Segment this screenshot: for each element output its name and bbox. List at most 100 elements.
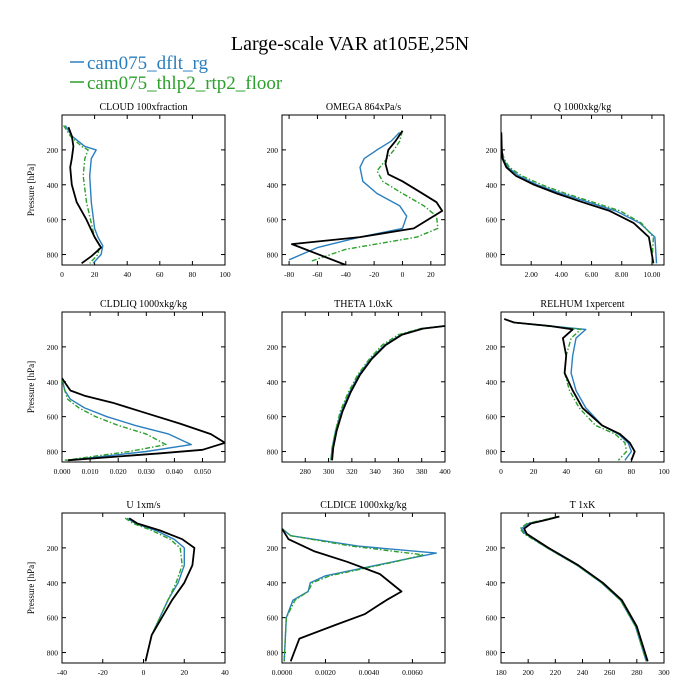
figure-title: Large-scale VAR at105E,25N bbox=[231, 33, 469, 55]
x-tick-label: 0 bbox=[499, 467, 503, 476]
panel-title: T 1xK bbox=[570, 500, 596, 511]
y-tick-label: 200 bbox=[267, 146, 279, 155]
x-tick-label: 60 bbox=[595, 467, 603, 476]
x-tick-label: 100 bbox=[658, 467, 670, 476]
x-tick-label: 0.0000 bbox=[272, 668, 293, 677]
y-tick-label: 400 bbox=[47, 579, 59, 588]
plot-frame bbox=[281, 114, 446, 266]
plot-frame bbox=[61, 311, 226, 463]
x-tick-label: -60 bbox=[312, 270, 322, 279]
series-line bbox=[501, 132, 655, 264]
x-tick-label: 100 bbox=[219, 270, 231, 279]
series-line bbox=[63, 125, 101, 264]
y-tick-label: 600 bbox=[486, 216, 498, 225]
y-tick-label: 800 bbox=[486, 448, 498, 457]
x-tick-label: 0.0040 bbox=[359, 668, 380, 677]
x-tick-label: 40 bbox=[221, 668, 229, 677]
legend-entry: cam075_dflt_rg bbox=[70, 53, 209, 74]
panel-title: THETA 1.0xK bbox=[334, 299, 393, 310]
chart-panel: Q 1000xkg/kg 2.00 4.00 6.00 8.00 10.00 200 400 6… bbox=[486, 102, 665, 279]
panel-title: RELHUM 1xpercent bbox=[540, 299, 624, 310]
y-tick-label: 800 bbox=[486, 649, 498, 658]
x-tick-label: 4.00 bbox=[555, 270, 568, 279]
y-tick-label: 400 bbox=[486, 378, 498, 387]
y-tick-label: 600 bbox=[486, 614, 498, 623]
x-tick-label: 260 bbox=[604, 668, 616, 677]
x-tick-label: -40 bbox=[341, 270, 351, 279]
x-tick-label: 6.00 bbox=[585, 270, 598, 279]
x-tick-label: 320 bbox=[346, 467, 358, 476]
chart-panel: CLDICE 1000xkg/kg 0.0000 0.0020 0.0040 0.006… bbox=[267, 500, 446, 677]
y-tick-label: 200 bbox=[267, 544, 279, 553]
panel-title: CLOUD 100xfraction bbox=[99, 102, 187, 113]
x-tick-label: 80 bbox=[189, 270, 197, 279]
x-tick-label: 0 bbox=[401, 270, 405, 279]
y-tick-label: 800 bbox=[47, 448, 59, 457]
x-tick-label: 0 bbox=[142, 668, 146, 677]
x-tick-label: -80 bbox=[284, 270, 294, 279]
x-tick-label: 60 bbox=[156, 270, 164, 279]
x-tick-label: 0 bbox=[60, 270, 64, 279]
x-tick-label: 0.040 bbox=[166, 467, 183, 476]
x-tick-label: 400 bbox=[439, 467, 451, 476]
chart-panel: U 1xm/s -40 -20 0 20 40 200 400 600 800 Pressure [… bbox=[26, 500, 229, 677]
y-tick-label: 200 bbox=[486, 343, 498, 352]
x-tick-label: 8.00 bbox=[615, 270, 628, 279]
series-line bbox=[62, 378, 192, 461]
y-tick-label: 600 bbox=[267, 614, 279, 623]
series-line bbox=[67, 126, 102, 265]
x-tick-label: -40 bbox=[57, 668, 67, 677]
y-tick-label: 600 bbox=[47, 413, 59, 422]
y-tick-label: 400 bbox=[267, 181, 279, 190]
x-tick-label: 0.050 bbox=[194, 467, 211, 476]
y-tick-label: 800 bbox=[486, 251, 498, 260]
panel-title: U 1xm/s bbox=[126, 500, 160, 511]
x-tick-label: 360 bbox=[393, 467, 405, 476]
y-tick-label: 800 bbox=[47, 251, 59, 260]
x-tick-label: 2.00 bbox=[525, 270, 538, 279]
x-tick-label: 0.0020 bbox=[315, 668, 336, 677]
y-axis-label: Pressure [hPa] bbox=[26, 562, 36, 614]
chart-panel: CLOUD 100xfraction 0 20 40 60 80 100 200 400 600 8… bbox=[26, 102, 231, 279]
x-tick-label: 0.000 bbox=[54, 467, 71, 476]
x-tick-label: 0.030 bbox=[138, 467, 155, 476]
x-tick-label: 40 bbox=[123, 270, 131, 279]
series-line bbox=[124, 517, 183, 662]
series-line bbox=[523, 515, 649, 662]
legend-entry: cam075_thlp2_rtp2_floor bbox=[70, 73, 283, 94]
series-line bbox=[128, 517, 196, 662]
x-tick-label: 20 bbox=[91, 270, 99, 279]
series-line bbox=[504, 318, 628, 461]
series-line bbox=[291, 130, 444, 265]
y-tick-label: 800 bbox=[267, 649, 279, 658]
series-line bbox=[503, 318, 636, 461]
y-tick-label: 600 bbox=[47, 216, 59, 225]
x-tick-label: 0.010 bbox=[82, 467, 99, 476]
x-tick-label: 40 bbox=[562, 467, 570, 476]
y-tick-label: 400 bbox=[47, 181, 59, 190]
x-tick-label: 200 bbox=[523, 668, 535, 677]
x-tick-label: 380 bbox=[416, 467, 428, 476]
chart-panel: CLDLIQ 1000xkg/kg 0.000 0.010 0.020 0.030 0.0… bbox=[26, 299, 226, 476]
y-tick-label: 200 bbox=[47, 146, 59, 155]
y-tick-label: 600 bbox=[267, 413, 279, 422]
series-line bbox=[282, 528, 437, 662]
series-line bbox=[62, 378, 167, 461]
panel-title: OMEGA 864xPa/s bbox=[326, 102, 401, 113]
x-tick-label: -20 bbox=[369, 270, 379, 279]
y-axis-label: Pressure [hPa] bbox=[26, 164, 36, 216]
y-tick-label: 800 bbox=[47, 649, 59, 658]
x-tick-label: 0.020 bbox=[110, 467, 127, 476]
chart-panel: OMEGA 864xPa/s -80 -60 -40 -20 0 20 200 400 600 80… bbox=[267, 102, 446, 279]
x-tick-label: 0.0060 bbox=[402, 668, 423, 677]
series-line bbox=[310, 130, 439, 263]
plot-frame bbox=[500, 311, 665, 463]
y-tick-label: 200 bbox=[47, 544, 59, 553]
y-tick-label: 400 bbox=[486, 181, 498, 190]
series-line bbox=[62, 377, 225, 462]
y-tick-label: 400 bbox=[486, 579, 498, 588]
legend: cam075_dflt_rg cam075_thlp2_rtp2_floor bbox=[70, 53, 283, 94]
chart-panel: THETA 1.0xK 280 300 320 340 360 380 400 200 400 60… bbox=[267, 299, 451, 476]
